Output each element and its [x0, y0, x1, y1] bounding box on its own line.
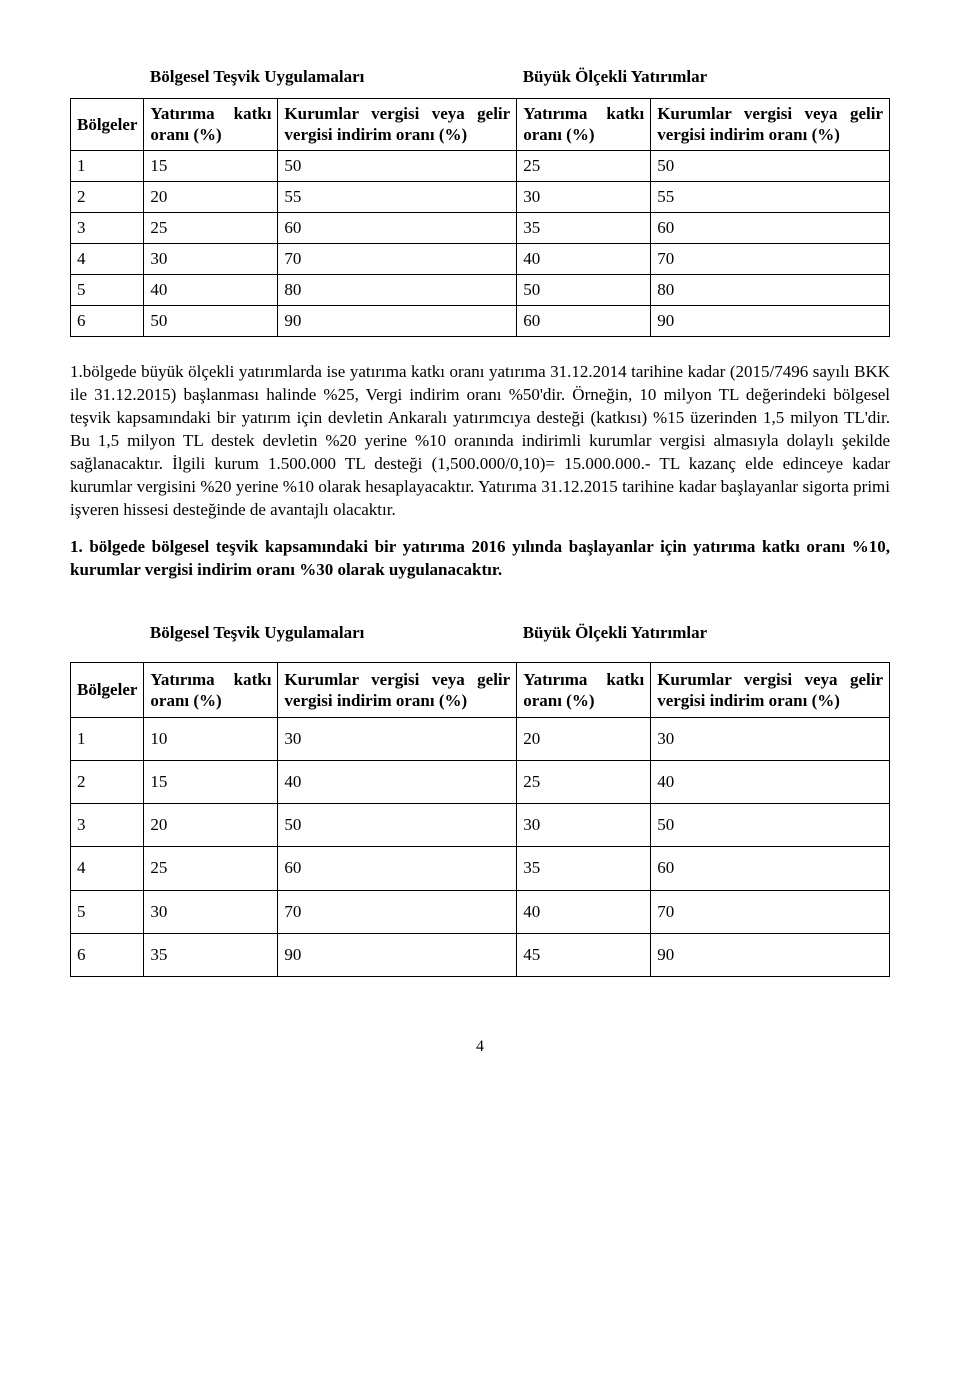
cell: 90 [651, 933, 890, 976]
t2-group-header-large: Büyük Ölçekli Yatırımlar [517, 616, 890, 663]
t1-col-tax2: Kurumlar vergisi veya gelir vergisi indi… [651, 99, 890, 151]
t1-blank-header [71, 60, 144, 99]
t1-group-header-large: Büyük Ölçekli Yatırımlar [517, 60, 890, 99]
table-row: 6 50 90 60 90 [71, 306, 890, 337]
t2-col-contrib2: Yatırıma katkı oranı (%) [517, 662, 651, 718]
cell: 4 [71, 243, 144, 274]
t2-col-tax1: Kurumlar vergisi veya gelir vergisi indi… [278, 662, 517, 718]
cell: 50 [144, 306, 278, 337]
cell: 50 [278, 804, 517, 847]
t1-group-header-regional: Bölgesel Teşvik Uygulamaları [144, 60, 517, 99]
table-row: 2 20 55 30 55 [71, 181, 890, 212]
cell: 60 [278, 847, 517, 890]
cell: 50 [651, 150, 890, 181]
cell: 90 [278, 933, 517, 976]
cell: 50 [278, 150, 517, 181]
t1-col-contrib1: Yatırıma katkı oranı (%) [144, 99, 278, 151]
cell: 90 [651, 306, 890, 337]
cell: 2 [71, 181, 144, 212]
body-paragraph-2-bold: 1. bölgede bölgesel teşvik kapsamındaki … [70, 536, 890, 582]
cell: 30 [651, 718, 890, 761]
t1-col-regions: Bölgeler [71, 99, 144, 151]
cell: 35 [144, 933, 278, 976]
cell: 70 [651, 890, 890, 933]
cell: 35 [517, 212, 651, 243]
cell: 70 [278, 243, 517, 274]
incentive-table-2: Bölgesel Teşvik Uygulamaları Büyük Ölçek… [70, 596, 890, 977]
page-number: 4 [70, 1037, 890, 1058]
cell: 60 [517, 306, 651, 337]
cell: 40 [278, 761, 517, 804]
cell: 40 [144, 274, 278, 305]
table-row: 5 40 80 50 80 [71, 274, 890, 305]
cell: 1 [71, 150, 144, 181]
cell: 35 [517, 847, 651, 890]
cell: 10 [144, 718, 278, 761]
cell: 3 [71, 804, 144, 847]
table-row: 1 15 50 25 50 [71, 150, 890, 181]
cell: 25 [517, 150, 651, 181]
cell: 3 [71, 212, 144, 243]
t2-col-regions: Bölgeler [71, 662, 144, 718]
cell: 70 [651, 243, 890, 274]
cell: 25 [144, 847, 278, 890]
t1-col-tax1: Kurumlar vergisi veya gelir vergisi indi… [278, 99, 517, 151]
table-row: 1 10 30 20 30 [71, 718, 890, 761]
t2-group-header-regional: Bölgesel Teşvik Uygulamaları [144, 616, 517, 663]
table-row: 2 15 40 25 40 [71, 761, 890, 804]
cell: 6 [71, 306, 144, 337]
cell: 20 [144, 181, 278, 212]
cell: 4 [71, 847, 144, 890]
cell: 5 [71, 890, 144, 933]
cell: 40 [517, 243, 651, 274]
table-row: 4 30 70 40 70 [71, 243, 890, 274]
cell: 30 [517, 804, 651, 847]
cell: 80 [278, 274, 517, 305]
cell: 1 [71, 718, 144, 761]
cell: 30 [144, 890, 278, 933]
cell: 5 [71, 274, 144, 305]
cell: 60 [278, 212, 517, 243]
cell: 30 [278, 718, 517, 761]
cell: 60 [651, 847, 890, 890]
cell: 25 [144, 212, 278, 243]
t2-col-contrib1: Yatırıma katkı oranı (%) [144, 662, 278, 718]
table-row: 4 25 60 35 60 [71, 847, 890, 890]
cell: 20 [517, 718, 651, 761]
cell: 50 [517, 274, 651, 305]
cell: 20 [144, 804, 278, 847]
table-row: 5 30 70 40 70 [71, 890, 890, 933]
cell: 70 [278, 890, 517, 933]
cell: 40 [517, 890, 651, 933]
cell: 60 [651, 212, 890, 243]
cell: 15 [144, 761, 278, 804]
cell: 45 [517, 933, 651, 976]
cell: 30 [144, 243, 278, 274]
cell: 40 [651, 761, 890, 804]
cell: 2 [71, 761, 144, 804]
cell: 15 [144, 150, 278, 181]
cell: 6 [71, 933, 144, 976]
table-row: 3 20 50 30 50 [71, 804, 890, 847]
table-row: 3 25 60 35 60 [71, 212, 890, 243]
cell: 55 [651, 181, 890, 212]
cell: 25 [517, 761, 651, 804]
cell: 30 [517, 181, 651, 212]
incentive-table-1: Bölgesel Teşvik Uygulamaları Büyük Ölçek… [70, 60, 890, 337]
t2-col-tax2: Kurumlar vergisi veya gelir vergisi indi… [651, 662, 890, 718]
t2-blank-header [71, 616, 144, 663]
body-paragraph-1: 1.bölgede büyük ölçekli yatırımlarda ise… [70, 361, 890, 522]
cell: 90 [278, 306, 517, 337]
cell: 50 [651, 804, 890, 847]
table-row: 6 35 90 45 90 [71, 933, 890, 976]
t1-col-contrib2: Yatırıma katkı oranı (%) [517, 99, 651, 151]
cell: 55 [278, 181, 517, 212]
cell: 80 [651, 274, 890, 305]
